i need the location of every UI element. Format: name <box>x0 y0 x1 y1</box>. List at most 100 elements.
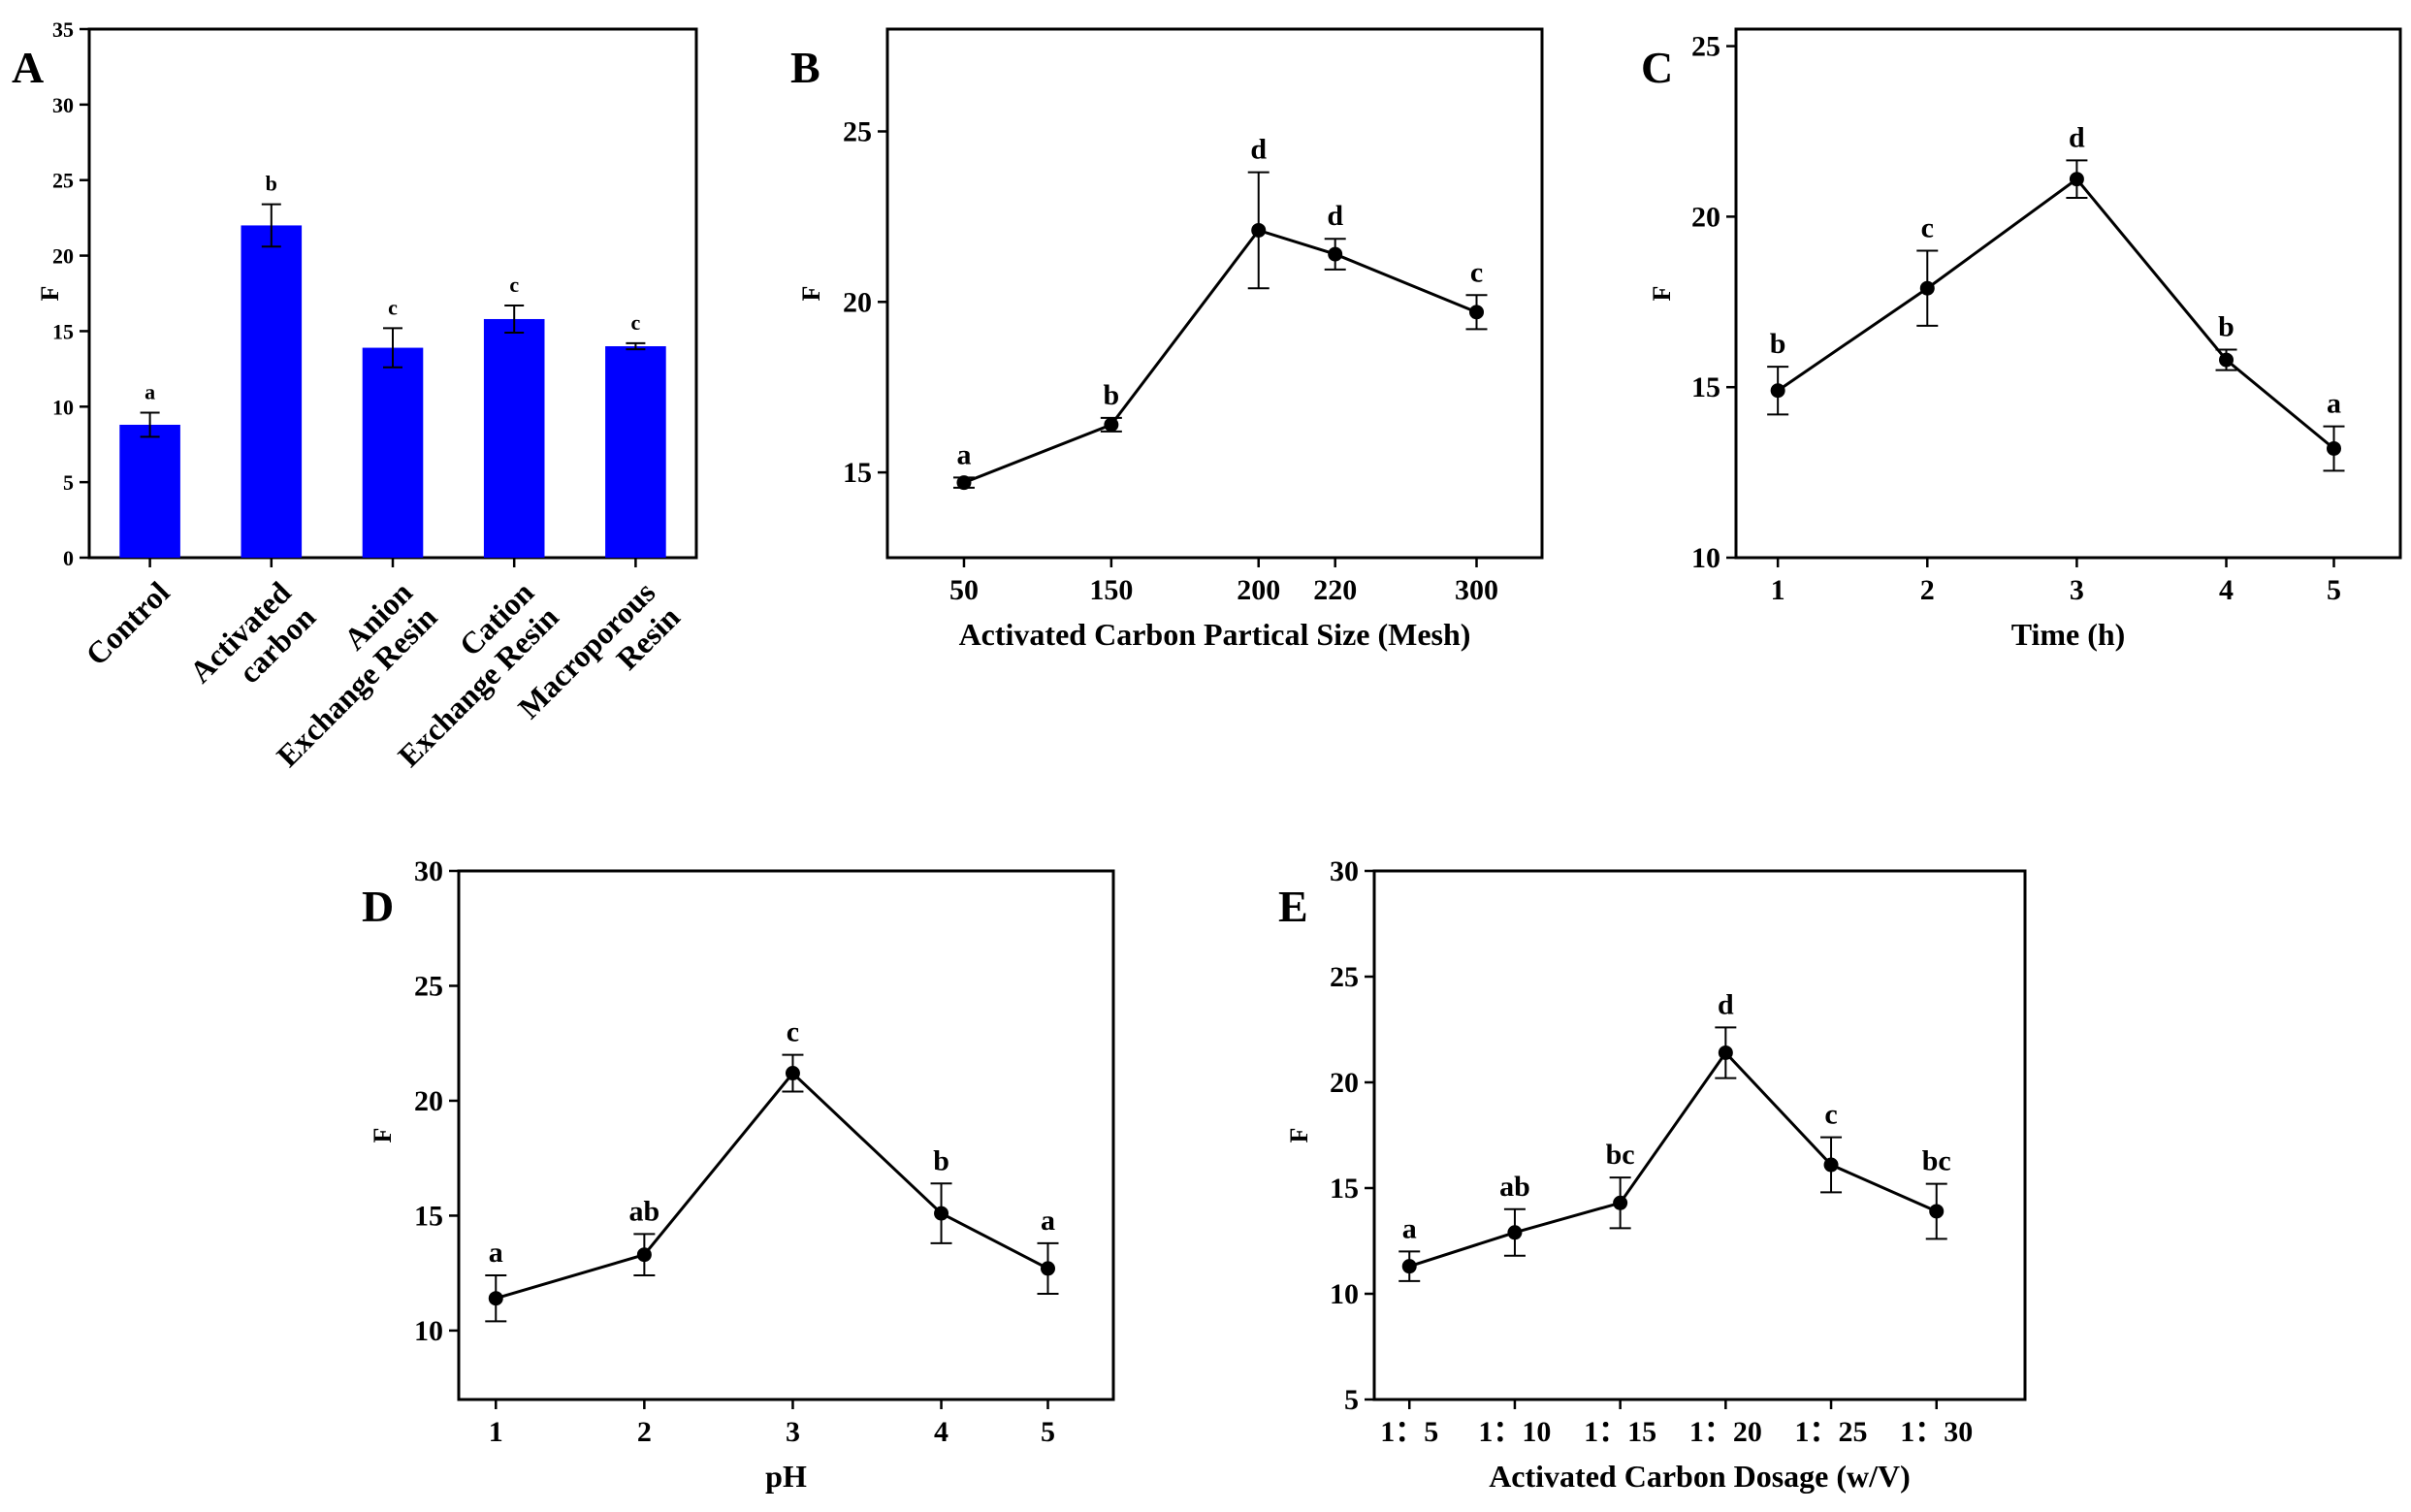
x-tick-label: 1：30 <box>1900 1416 1973 1448</box>
significance-label: c <box>631 310 641 335</box>
x-tick-label: 3 <box>2070 574 2084 606</box>
x-category-label-line: Control <box>79 574 177 672</box>
bar <box>605 346 666 558</box>
series-line <box>1777 177 2335 450</box>
data-point <box>1104 417 1119 433</box>
data-point <box>1929 1204 1945 1219</box>
data-point <box>1041 1261 1055 1276</box>
y-tick-label: 15 <box>1691 371 1720 403</box>
data-point <box>1613 1195 1628 1210</box>
chart-panel-c: C 10 15 20 25 Fb 1 c 2 d 3 b 4 a 5 Time (h) <box>1641 27 2402 652</box>
panel-letter-d: D <box>362 882 394 931</box>
x-tick-label: 1：10 <box>1478 1416 1551 1448</box>
significance-label: a <box>956 438 971 470</box>
data-point <box>1823 1157 1839 1173</box>
x-tick-label: 200 <box>1237 574 1280 606</box>
y-axis-label: F <box>1648 286 1676 302</box>
y-tick-label: 10 <box>1330 1278 1359 1310</box>
x-tick-label: 5 <box>1041 1416 1055 1448</box>
significance-label: c <box>787 1016 799 1048</box>
significance-label: a <box>489 1237 503 1269</box>
significance-label: ab <box>629 1195 660 1227</box>
data-point <box>1469 305 1484 320</box>
data-point <box>1251 222 1267 238</box>
bar <box>362 347 424 558</box>
chart-panel-b: B 15 20 25 Fa 50 b 150 d 200 d 220 c 300 Activated Car… <box>790 27 1544 652</box>
y-tick-label: 20 <box>1691 201 1720 233</box>
significance-label: d <box>1327 200 1343 232</box>
x-tick-label: 5 <box>2327 574 2341 606</box>
series-line <box>495 1071 1049 1301</box>
plot-frame <box>457 869 1115 1401</box>
y-axis-label: F <box>797 286 825 302</box>
data-point <box>1718 1045 1733 1060</box>
data-point <box>636 1247 652 1263</box>
significance-label: c <box>1921 212 1934 244</box>
significance-label: c <box>1824 1099 1837 1131</box>
y-axis-label: F <box>369 1128 397 1143</box>
bar <box>119 424 180 558</box>
x-axis-title: Activated Carbon Partical Size (Mesh) <box>959 617 1471 652</box>
panel-letter-a: A <box>12 43 44 92</box>
data-point <box>1401 1259 1417 1274</box>
x-tick-label: 3 <box>786 1416 800 1448</box>
data-point <box>785 1066 800 1081</box>
x-tick-label: 50 <box>949 574 979 606</box>
y-tick-label: 25 <box>52 169 74 193</box>
y-tick-label: 15 <box>1330 1173 1359 1205</box>
x-axis-title: Activated Carbon Dosage (w/V) <box>1489 1459 1911 1494</box>
y-tick-label: 25 <box>1691 31 1720 63</box>
significance-label: c <box>388 295 398 319</box>
y-tick-label: 25 <box>414 970 443 1002</box>
significance-label: c <box>509 273 519 297</box>
x-tick-label: 1：5 <box>1380 1416 1438 1448</box>
y-axis-label: F <box>36 286 64 302</box>
y-tick-label: 20 <box>414 1085 443 1117</box>
y-axis-label: F <box>1285 1128 1313 1143</box>
significance-label: b <box>2218 311 2234 343</box>
plot-frame <box>1372 869 2027 1401</box>
significance-label: b <box>933 1144 949 1176</box>
significance-label: b <box>1104 379 1120 411</box>
significance-label: d <box>1718 988 1734 1020</box>
x-tick-label: 300 <box>1455 574 1498 606</box>
data-point <box>1770 383 1785 399</box>
significance-label: d <box>2069 121 2085 153</box>
significance-label: b <box>266 172 277 196</box>
data-point <box>1507 1225 1523 1240</box>
significance-label: bc <box>1606 1139 1635 1171</box>
plot-frame <box>1734 27 2402 560</box>
data-point <box>2219 352 2234 368</box>
data-point <box>1328 246 1343 262</box>
chart-panel-d: D 10 15 20 25 30 Fa 1 ab 2 c 3 b 4 a 5 pH <box>362 855 1115 1494</box>
series-line <box>1408 1050 1938 1269</box>
y-tick-label: 10 <box>1691 542 1720 574</box>
x-tick-label: 1：20 <box>1689 1416 1762 1448</box>
panel-letter-b: B <box>790 43 820 92</box>
x-tick-label: 150 <box>1089 574 1133 606</box>
x-tick-label: 1：15 <box>1584 1416 1656 1448</box>
x-axis-title: Time (h) <box>2011 617 2126 652</box>
x-tick-label: 1 <box>1771 574 1785 606</box>
significance-label: a <box>2327 388 2341 420</box>
data-point <box>2327 440 2341 456</box>
y-tick-label: 10 <box>414 1315 443 1347</box>
significance-label: c <box>1470 256 1483 288</box>
y-tick-label: 30 <box>52 93 74 117</box>
chart-panel-e: E 5 10 15 20 25 30 Fa 1：5 ab 1：10 bc 1：15 d 1：20 c 1：25 b… <box>1278 855 2027 1494</box>
significance-label: bc <box>1922 1145 1951 1177</box>
y-tick-label: 25 <box>843 115 872 147</box>
data-point <box>2069 172 2084 187</box>
bar <box>483 318 545 558</box>
significance-label: b <box>1770 328 1786 360</box>
y-tick-label: 15 <box>414 1200 443 1232</box>
panel-letter-e: E <box>1278 882 1308 931</box>
y-tick-label: 0 <box>63 546 74 570</box>
y-tick-label: 30 <box>1330 855 1359 887</box>
chart-panel-a: A 0 5 10 15 20 25 30 35 Fa Control b Activatedcarbon… <box>12 17 698 773</box>
data-point <box>934 1206 949 1221</box>
x-tick-label: 1 <box>489 1416 503 1448</box>
x-axis-title: pH <box>765 1459 807 1494</box>
data-point <box>1919 280 1935 296</box>
